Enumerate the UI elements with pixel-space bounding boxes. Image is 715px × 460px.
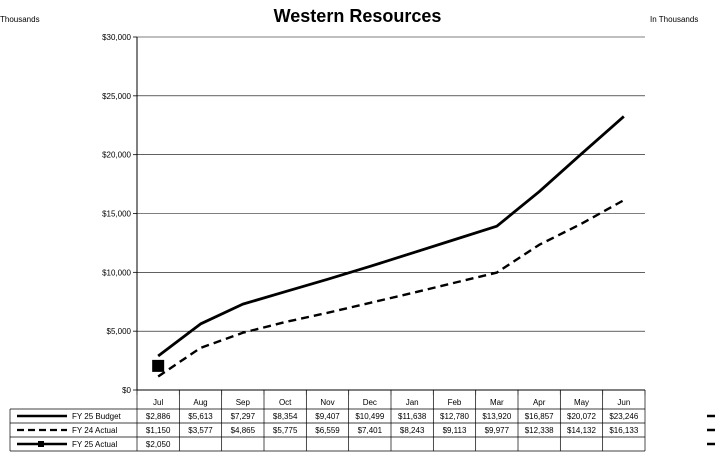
x-tick-label: Aug (193, 398, 207, 407)
legend-marker (38, 441, 44, 447)
series-line (157, 199, 625, 378)
table-cell-value: $11,638 (398, 412, 427, 421)
x-tick-label: Dec (363, 398, 377, 407)
table-cell-value: $9,113 (443, 426, 467, 435)
x-tick-label: Feb (448, 398, 462, 407)
data-table: Jul Aug Sep Oct Nov Dec Jan Feb Mar Apr May Jun FY 2… (9, 395, 646, 452)
table-cell-value: $12,338 (525, 426, 554, 435)
table-cell-value: $9,407 (315, 412, 340, 421)
units-note-left: Thousands (0, 15, 40, 24)
table-cell-value: $8,354 (273, 412, 298, 421)
legend-entry: FY 25 Budget (72, 412, 122, 421)
y-axis: $0 $5,000 $10,000 $15,000 $20,000 $25,000 $30,… (102, 33, 646, 395)
x-tick-label: Jun (617, 398, 630, 407)
table-cell-value: $16,133 (609, 426, 638, 435)
table-cell-value: $5,775 (273, 426, 298, 435)
table-cell-value: $4,865 (231, 426, 256, 435)
series-lines (152, 115, 625, 378)
table-cell-value: $3,577 (188, 426, 213, 435)
table-cell-value: $13,920 (482, 412, 511, 421)
x-tick-label: May (574, 398, 589, 407)
x-tick-label: Jul (153, 398, 163, 407)
table-cell-value: $2,050 (146, 440, 171, 449)
table-cell-value: $2,886 (146, 412, 171, 421)
y-tick-label: $15,000 (102, 210, 131, 219)
x-tick-label: Jan (406, 398, 419, 407)
table-cell-value: $16,857 (525, 412, 554, 421)
x-tick-label: Nov (320, 398, 334, 407)
y-tick-label: $20,000 (102, 151, 131, 160)
table-cell-value: $7,401 (358, 426, 383, 435)
legend-entry: FY 25 Actual (72, 440, 117, 449)
gridlines (137, 36, 645, 332)
table-cell-value: $14,132 (567, 426, 596, 435)
series-line (157, 115, 625, 358)
x-tick-label: Apr (533, 398, 546, 407)
chart-title: Western Resources (273, 6, 442, 26)
y-tick-label: $30,000 (102, 33, 131, 42)
table-cell-value: $5,613 (188, 412, 213, 421)
table-cell-value: $8,243 (400, 426, 425, 435)
x-tick-label: Sep (236, 398, 251, 407)
table-cell-value: $10,499 (355, 412, 384, 421)
table-cell-value: $12,780 (440, 412, 469, 421)
units-note-right: In Thousands (650, 15, 699, 24)
y-tick-label: $0 (122, 386, 131, 395)
y-tick-label: $5,000 (107, 327, 132, 336)
cropped-legend (707, 414, 715, 446)
table-cell-value: $7,297 (231, 412, 256, 421)
legend-entry: FY 24 Actual (72, 426, 117, 435)
y-tick-label: $10,000 (102, 268, 131, 277)
y-tick-label: $25,000 (102, 92, 131, 101)
table-cell-value: $1,150 (146, 426, 171, 435)
x-tick-label: Mar (490, 398, 504, 407)
x-tick-label: Oct (279, 398, 292, 407)
table-cell-value: $23,246 (609, 412, 638, 421)
table-cell-value: $9,977 (485, 426, 510, 435)
table-cell-value: $20,072 (567, 412, 596, 421)
table-cell-value: $6,559 (315, 426, 340, 435)
data-point-marker (152, 359, 165, 372)
